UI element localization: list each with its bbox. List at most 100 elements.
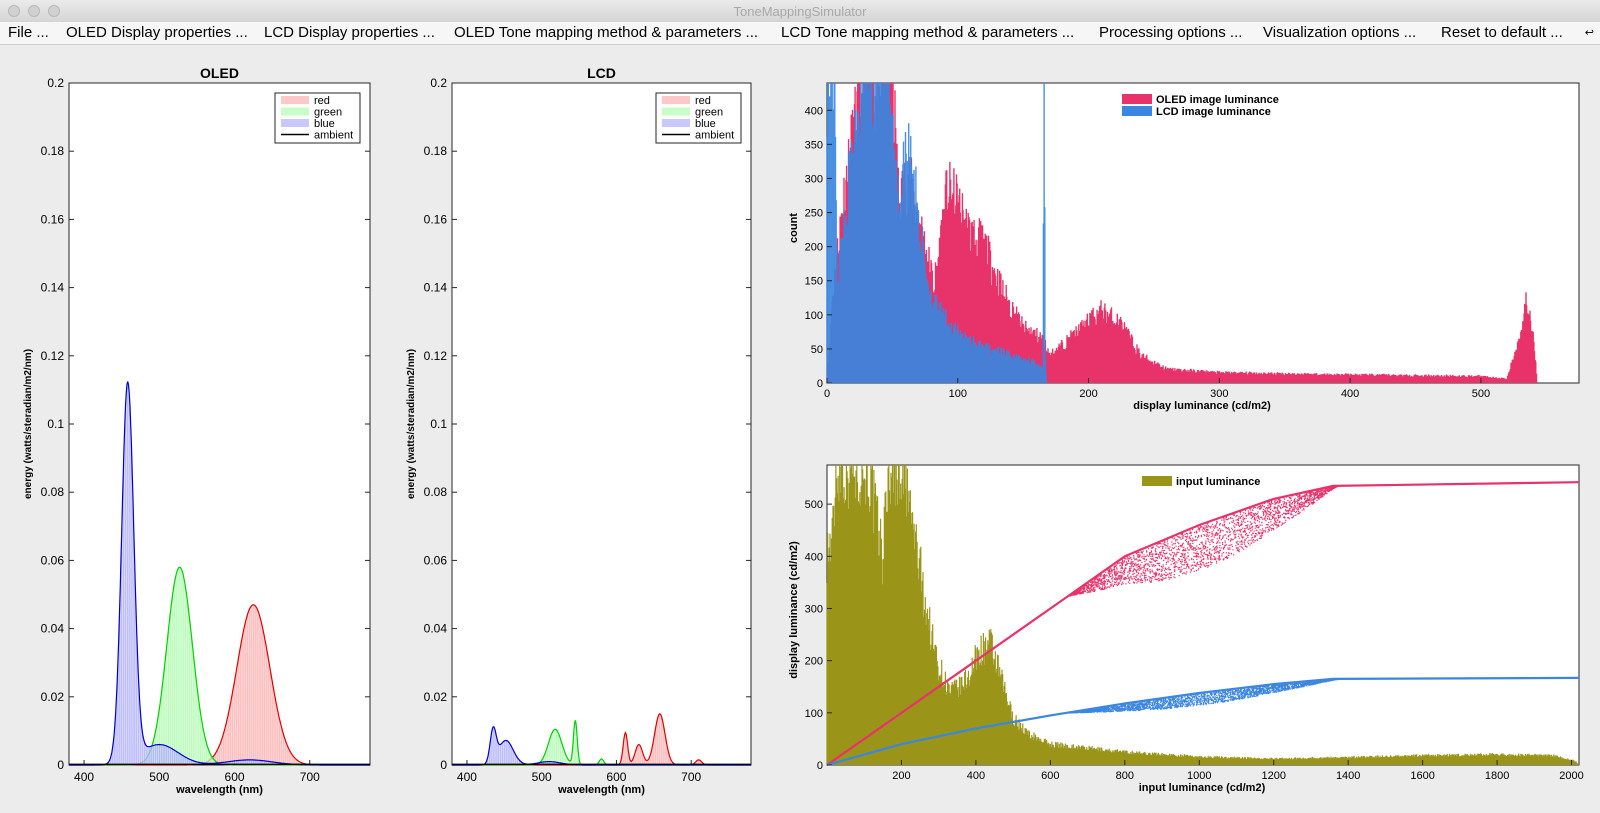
oled-legend-swatch-red xyxy=(281,96,309,104)
menu-visualization-options[interactable]: Visualization options ... xyxy=(1263,24,1417,41)
map-ytick-label: 200 xyxy=(805,656,823,668)
hist-xtick-label: 300 xyxy=(1210,388,1228,400)
oled-ytick-label: 0.06 xyxy=(41,553,65,567)
close-window-button[interactable] xyxy=(8,5,20,17)
map-xtick-label: 600 xyxy=(1041,770,1059,782)
oled-ytick-label: 0.04 xyxy=(41,622,65,636)
hist-legend-label: LCD image luminance xyxy=(1156,106,1271,118)
lcd-ytick-label: 0.06 xyxy=(424,553,448,567)
hist-legend-swatch xyxy=(1122,94,1152,104)
map-xtick-label: 800 xyxy=(1116,770,1134,782)
map-ytick-label: 0 xyxy=(817,760,823,772)
hist-ylabel: count xyxy=(788,213,800,243)
map-xlabel: input luminance (cd/m2) xyxy=(1139,782,1266,794)
lcd-ytick-label: 0.16 xyxy=(424,212,448,226)
minimize-window-button[interactable] xyxy=(28,5,40,17)
oled-plot-area xyxy=(68,82,371,766)
luminance-histogram-chart: 0 50 100 150 200 250 300 350 400 0 100 200 300 400 500… xyxy=(788,82,1580,412)
oled-xtick-label: 600 xyxy=(225,770,245,784)
oled-legend-swatch-blue xyxy=(281,119,309,127)
menu-overflow-icon[interactable]: ↩ xyxy=(1584,27,1594,39)
map-xtick-label: 1800 xyxy=(1485,770,1509,782)
hist-ytick-label: 300 xyxy=(805,173,823,185)
map-ytick-label: 100 xyxy=(805,708,823,720)
lcd-title: LCD xyxy=(587,65,616,81)
oled-xtick-label: 400 xyxy=(74,770,94,784)
oled-legend-label-blue: blue xyxy=(314,118,335,130)
lcd-ytick-label: 0.14 xyxy=(424,281,448,295)
oled-legend-label-green: green xyxy=(314,107,342,119)
lcd-plot-area xyxy=(451,82,752,766)
hist-ytick-label: 250 xyxy=(805,208,823,220)
oled-legend-label-red: red xyxy=(314,95,330,107)
hist-ytick-label: 200 xyxy=(805,242,823,254)
lcd-legend-swatch-red xyxy=(662,96,690,104)
map-ylabel: display luminance (cd/m2) xyxy=(788,541,800,679)
map-ytick-label: 300 xyxy=(805,603,823,615)
map-scatter-lcd xyxy=(1069,678,1339,714)
hist-xtick-label: 500 xyxy=(1472,388,1490,400)
map-xtick-label: 1000 xyxy=(1187,770,1211,782)
menu-oled-display-properties[interactable]: OLED Display properties ... xyxy=(66,24,248,41)
oled-ytick-label: 0.14 xyxy=(41,281,65,295)
hist-xlabel: display luminance (cd/m2) xyxy=(1133,400,1271,412)
map-xtick-label: 1600 xyxy=(1410,770,1434,782)
lcd-spectrum-chart: LCD 0 0.02 0.04 0.06 0.08 0.1 0.12 0.14 0.16 0.18 0… xyxy=(406,65,752,796)
lcd-ytick-label: 0 xyxy=(440,758,447,772)
hist-ytick-label: 150 xyxy=(805,276,823,288)
oled-xtick-label: 700 xyxy=(300,770,320,784)
map-legend-swatch xyxy=(1142,476,1172,486)
menu-oled-tone-mapping[interactable]: OLED Tone mapping method & parameters ..… xyxy=(454,24,759,41)
menu-bar: File ... OLED Display properties ... LCD… xyxy=(0,22,1600,45)
oled-ytick-label: 0 xyxy=(57,758,64,772)
map-legend-label: input luminance xyxy=(1176,476,1260,488)
hist-xtick-label: 0 xyxy=(824,388,830,400)
oled-ytick-label: 0.18 xyxy=(41,144,65,158)
map-input-histogram xyxy=(826,465,1579,765)
map-ytick-label: 500 xyxy=(805,499,823,511)
oled-ytick-label: 0.1 xyxy=(47,417,64,431)
lcd-ytick-label: 0.1 xyxy=(430,417,447,431)
lcd-legend-label-blue: blue xyxy=(695,118,716,130)
oled-xtick-label: 500 xyxy=(149,770,169,784)
menu-lcd-display-properties[interactable]: LCD Display properties ... xyxy=(264,24,435,41)
hist-ytick-label: 50 xyxy=(811,344,823,356)
map-xtick-label: 2000 xyxy=(1559,770,1583,782)
lcd-ytick-label: 0.02 xyxy=(424,690,448,704)
hist-ytick-label: 350 xyxy=(805,139,823,151)
window-title: ToneMappingSimulator xyxy=(733,4,867,19)
oled-xlabel: wavelength (nm) xyxy=(175,784,263,796)
hist-ytick-label: 100 xyxy=(805,310,823,322)
lcd-xlabel: wavelength (nm) xyxy=(557,784,645,796)
oled-title: OLED xyxy=(200,65,239,81)
hist-legend-label: OLED image luminance xyxy=(1156,94,1279,106)
hist-ytick-label: 400 xyxy=(805,105,823,117)
hist-xtick-label: 400 xyxy=(1341,388,1359,400)
menu-reset-to-default[interactable]: Reset to default ... xyxy=(1441,24,1563,41)
menu-processing-options[interactable]: Processing options ... xyxy=(1099,24,1243,41)
tone-mapping-chart: 0 100 200 300 400 500 200 400 600 800 1000 1200 1400… xyxy=(788,464,1584,794)
map-curve-oled xyxy=(826,481,1580,766)
menu-lcd-tone-mapping[interactable]: LCD Tone mapping method & parameters ... xyxy=(781,24,1075,41)
oled-legend-swatch-green xyxy=(281,107,309,116)
menu-file[interactable]: File ... xyxy=(8,24,49,41)
hist-legend-swatch xyxy=(1122,106,1152,116)
lcd-legend-swatch-blue xyxy=(662,119,690,127)
lcd-xtick-label: 500 xyxy=(532,770,552,784)
map-xtick-label: 200 xyxy=(892,770,910,782)
hist-xtick-label: 100 xyxy=(949,388,967,400)
lcd-ytick-label: 0.04 xyxy=(424,622,448,636)
oled-ytick-label: 0.16 xyxy=(41,212,65,226)
oled-ylabel: energy (watts/steradian/m2/nm) xyxy=(23,349,34,499)
oled-ytick-label: 0.2 xyxy=(47,76,64,90)
lcd-ytick-label: 0.08 xyxy=(424,485,448,499)
lcd-ytick-label: 0.12 xyxy=(424,349,448,363)
map-ytick-label: 400 xyxy=(805,551,823,563)
hist-ytick-label: 0 xyxy=(817,378,823,390)
oled-legend-label-ambient: ambient xyxy=(314,130,353,142)
zoom-window-button[interactable] xyxy=(48,5,60,17)
oled-spectrum-chart: OLED 0 0.02 0.04 0.06 0.08 0.1 0.12 0.14 0.16 0.18… xyxy=(23,65,371,796)
oled-ytick-label: 0.08 xyxy=(41,485,65,499)
map-scatter-oled xyxy=(1069,485,1339,597)
